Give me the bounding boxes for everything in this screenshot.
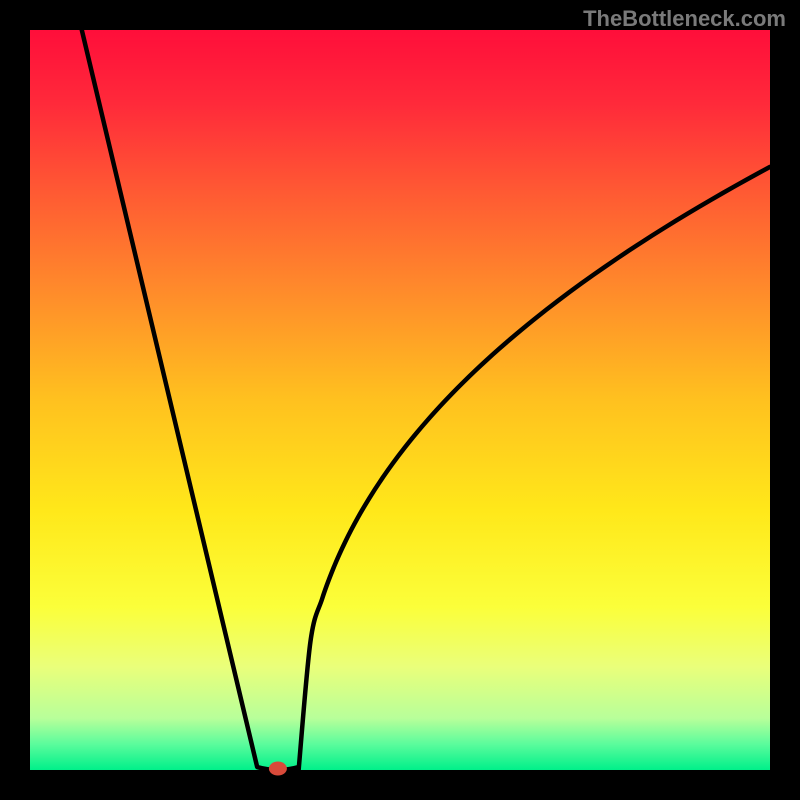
- plot-background: [30, 30, 770, 770]
- watermark-label: TheBottleneck.com: [583, 6, 786, 32]
- optimum-marker: [269, 762, 287, 776]
- chart-container: TheBottleneck.com: [0, 0, 800, 800]
- bottleneck-chart: [0, 0, 800, 800]
